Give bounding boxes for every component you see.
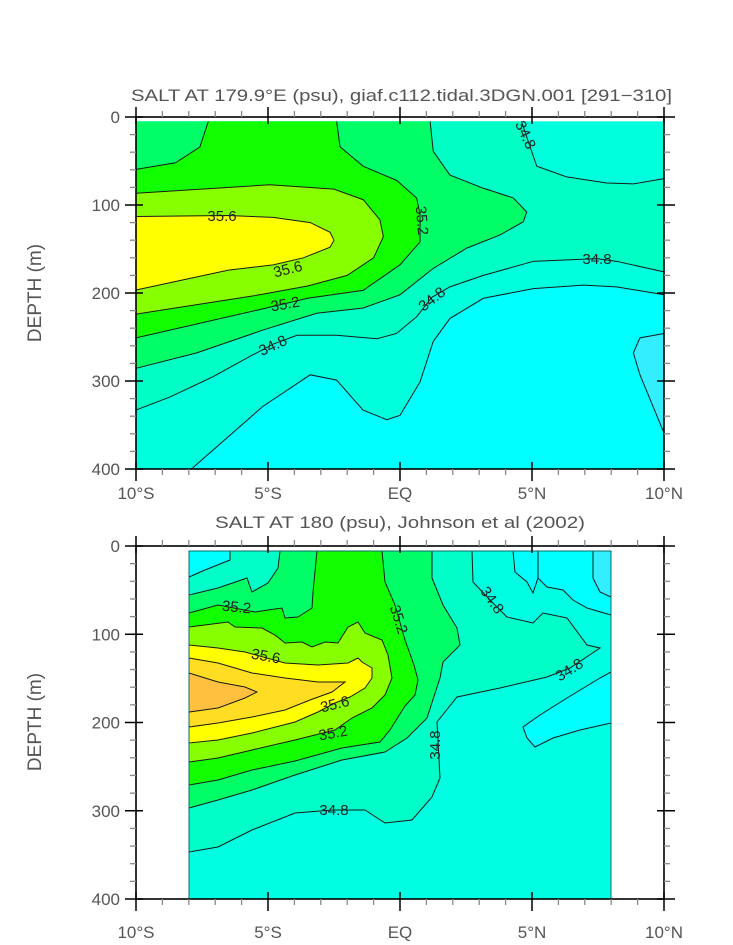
contour-line [136, 121, 208, 169]
contour-line [188, 550, 419, 786]
contour-line [188, 672, 259, 713]
contour-label: 34.8 [319, 802, 348, 819]
contour-label: 35.2 [412, 205, 431, 236]
x-tick-label: EQ [388, 484, 413, 503]
y-tick-label: 400 [92, 890, 120, 909]
y-tick-label: 300 [92, 372, 120, 391]
contour-line [188, 551, 461, 809]
contour-label: 35.6 [250, 646, 282, 668]
contour-line [592, 551, 612, 598]
contour-label: 35.2 [221, 598, 252, 618]
contour-line [188, 621, 393, 763]
contour-line [136, 259, 664, 410]
bottom-fill-low [593, 551, 611, 597]
y-tick-label: 200 [92, 714, 120, 733]
contour-label: 35.6 [319, 693, 351, 717]
y-tick-label: 200 [92, 284, 120, 303]
x-tick-label: 5°N [518, 923, 547, 942]
x-tick-label: 5°S [254, 484, 282, 503]
top-contour-fills [136, 121, 664, 469]
top-contour-lines [136, 121, 664, 469]
x-tick-label: 10°N [645, 484, 683, 503]
contour-line [188, 550, 602, 853]
axes: 10°S 0 5°S 100 EQ 200 5°N 300 10°N 400 10°S 0 5°S 100… [92, 107, 683, 942]
contour-line [136, 185, 383, 314]
x-tick-label: EQ [388, 923, 413, 942]
contour-line [633, 333, 664, 432]
contour-label: 35.6 [207, 208, 236, 225]
bottom-chart-title: SALT AT 180 (psu), Johnson et al (2002) [215, 514, 585, 532]
y-tick-label: 300 [92, 802, 120, 821]
contour-label: 35.2 [317, 723, 349, 745]
contour-line [521, 121, 664, 183]
bottom-fill-cyan [189, 551, 230, 577]
contour-label: 35.6 [272, 258, 304, 282]
contour-line [136, 121, 527, 368]
x-tick-label: 5°N [518, 484, 547, 503]
bottom-y-axis-label: DEPTH (m) [25, 673, 46, 771]
x-tick-label: 10°S [117, 484, 154, 503]
contour-label: 34.8 [427, 730, 444, 759]
top-chart-title: SALT AT 179.9°E (psu), giaf.c112.tidal.3… [131, 87, 672, 105]
y-tick-label: 0 [111, 108, 120, 127]
x-tick-label: 5°S [254, 923, 282, 942]
contour-label: 35.2 [269, 294, 301, 316]
contour-line [188, 551, 231, 578]
y-tick-label: 400 [92, 460, 120, 479]
bottom-contour-lines [188, 550, 612, 853]
top-y-axis-label: DEPTH (m) [25, 244, 46, 342]
contour-line [136, 121, 420, 337]
top-fill-35-6 [136, 215, 334, 291]
y-tick-label: 100 [92, 196, 120, 215]
contour-label: 34.8 [582, 251, 611, 268]
contour-line [512, 550, 612, 616]
contour-line [188, 550, 281, 596]
x-tick-label: 10°N [645, 923, 683, 942]
bottom-fill-cyan-tongue [523, 672, 611, 747]
y-tick-label: 100 [92, 625, 120, 644]
top-fill-low [633, 333, 664, 433]
contour-line [136, 216, 334, 290]
contour-line [188, 657, 347, 728]
contour-line [188, 550, 318, 619]
bottom-contour-fills [188, 550, 612, 900]
contour-line [188, 644, 373, 744]
bottom-fill-max [189, 673, 257, 712]
y-tick-label: 0 [111, 537, 120, 556]
x-tick-label: 10°S [117, 923, 154, 942]
contour-line [522, 671, 612, 748]
contour-line [191, 285, 664, 469]
bottom-fill-36-0 [189, 658, 345, 727]
